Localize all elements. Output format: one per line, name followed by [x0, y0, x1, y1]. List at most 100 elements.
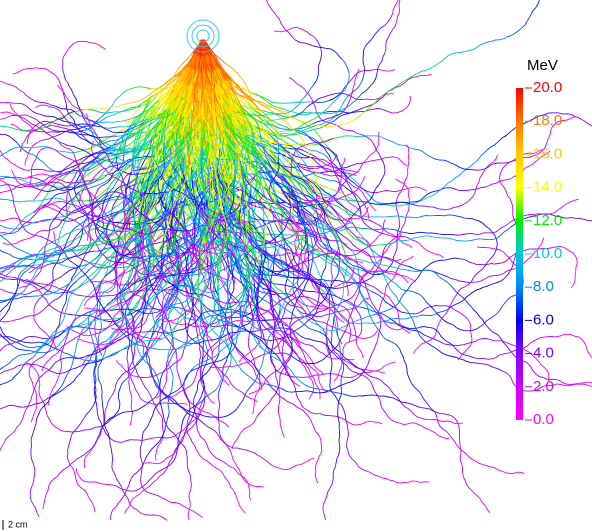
track-segment — [305, 325, 319, 332]
track-segment — [268, 4, 277, 16]
track-segment — [146, 310, 161, 313]
track-segment — [112, 382, 117, 396]
track-segment — [303, 375, 318, 377]
track-segment — [105, 396, 111, 410]
track-segment — [355, 69, 360, 83]
track-segment — [13, 69, 28, 74]
track-segment — [127, 355, 129, 372]
track-segment — [359, 313, 362, 329]
track-segment — [11, 170, 19, 184]
track-segment — [477, 247, 492, 249]
track-segment — [315, 383, 320, 399]
track-segment — [428, 343, 442, 353]
track-segment — [428, 251, 444, 258]
track-segment — [282, 348, 283, 362]
track-segment — [243, 331, 256, 332]
track-segment — [564, 248, 575, 257]
track-segment — [233, 386, 245, 395]
track-segment — [583, 120, 592, 128]
track-segment — [116, 360, 127, 372]
track-segment — [413, 481, 429, 483]
track-segment — [347, 232, 358, 241]
track-segment — [90, 281, 107, 282]
track-segment — [113, 440, 127, 442]
track-segment — [389, 109, 405, 113]
track-segment — [312, 424, 320, 438]
track-segment — [190, 474, 191, 489]
track-segment — [364, 298, 369, 312]
track-segment — [189, 489, 191, 506]
track-segment — [0, 382, 8, 389]
track-segment — [266, 293, 281, 294]
track-segment — [25, 346, 40, 347]
track-segment — [300, 153, 314, 160]
track-segment — [63, 71, 68, 84]
track-segment — [31, 455, 35, 470]
track-segment — [452, 171, 464, 181]
track-segment — [10, 279, 25, 281]
track-segment — [400, 349, 406, 364]
track-segment — [444, 258, 459, 260]
track-segment — [255, 385, 260, 400]
track-segment — [84, 405, 94, 418]
track-segment — [415, 241, 428, 251]
track-segment — [418, 216, 435, 218]
track-segment — [76, 430, 90, 432]
track-segment — [571, 272, 576, 288]
track-segment — [248, 483, 264, 487]
track-segment — [299, 342, 313, 347]
track-segment — [0, 78, 7, 84]
track-segment — [164, 420, 174, 433]
track-segment — [290, 376, 300, 387]
track-segment — [282, 265, 287, 278]
track-segment — [63, 43, 74, 57]
track-segment — [461, 279, 473, 289]
track-segment — [183, 445, 187, 459]
track-segment — [314, 347, 326, 356]
track-segment — [213, 455, 226, 464]
track-segment — [303, 30, 317, 39]
track-segment — [455, 279, 469, 282]
track-segment — [410, 380, 420, 393]
track-segment — [357, 161, 366, 173]
track-segment — [313, 71, 318, 86]
track-segment — [425, 206, 442, 209]
track-segment — [457, 445, 469, 457]
track-segment — [422, 236, 437, 238]
track-segment — [462, 341, 476, 345]
track-segment — [161, 416, 163, 433]
track-segment — [406, 204, 409, 218]
track-segment — [218, 393, 220, 408]
track-segment — [161, 454, 174, 463]
track-segment — [501, 184, 510, 199]
track-segment — [531, 367, 543, 378]
track-segment — [129, 379, 132, 396]
track-segment — [397, 204, 412, 206]
track-segment — [373, 143, 382, 159]
track-segment — [396, 481, 413, 483]
track-segment — [488, 263, 503, 265]
track-segment — [1, 320, 16, 322]
track-segment — [446, 431, 456, 445]
track-segment — [0, 287, 5, 291]
track-segment — [63, 57, 64, 71]
track-segment — [347, 435, 349, 450]
track-segment — [290, 27, 303, 29]
track-segment — [469, 321, 471, 335]
track-segment — [197, 426, 205, 440]
track-segment — [443, 207, 458, 210]
track-segment — [564, 117, 577, 121]
track-segment — [414, 415, 430, 420]
track-segment — [118, 388, 120, 402]
track-segment — [0, 345, 8, 356]
track-segment — [17, 166, 32, 170]
track-segment — [98, 376, 102, 392]
track-segment — [236, 348, 246, 360]
track-segment — [131, 396, 132, 411]
track-segment — [467, 356, 484, 359]
track-segment — [345, 281, 348, 296]
track-segment — [262, 206, 263, 220]
track-segment — [330, 361, 332, 376]
track-segment — [0, 198, 3, 200]
particle-tracks — [0, 0, 592, 520]
